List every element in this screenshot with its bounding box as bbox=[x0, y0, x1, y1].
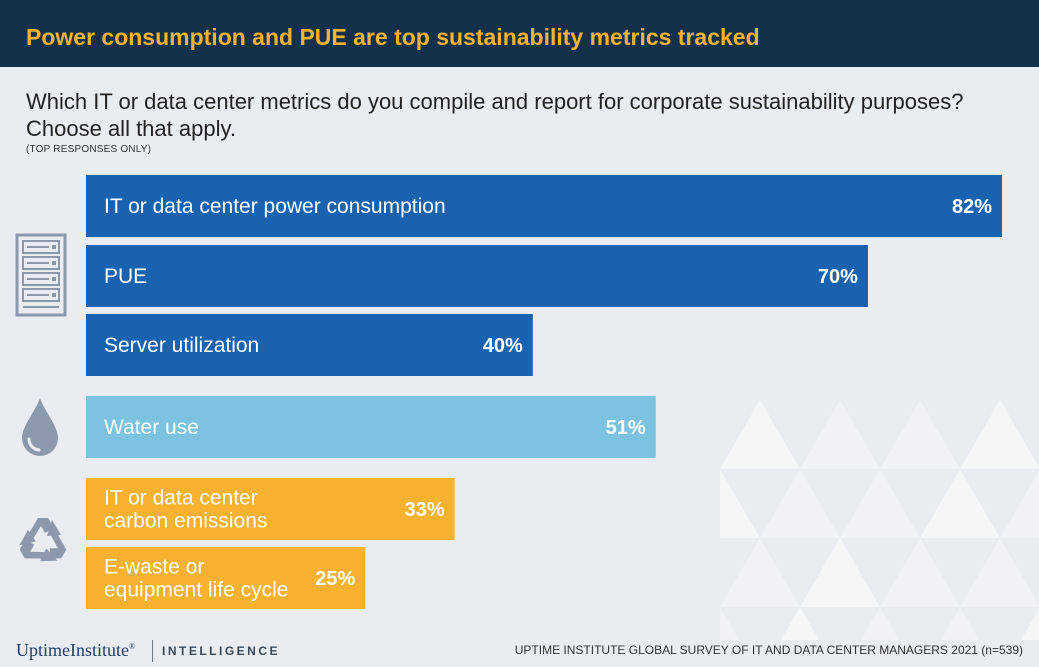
background-triangle bbox=[920, 469, 1000, 538]
division-label: INTELLIGENCE bbox=[162, 644, 281, 658]
bar-category-label: Server utilization bbox=[104, 334, 259, 357]
background-triangle bbox=[780, 607, 820, 640]
background-triangle bbox=[760, 469, 840, 538]
background-triangle bbox=[880, 538, 960, 607]
bar bbox=[86, 396, 656, 458]
background-triangle-pattern bbox=[720, 400, 1039, 640]
bar-category-label: IT or data center power consumption bbox=[104, 195, 446, 218]
survey-question: Which IT or data center metrics do you c… bbox=[26, 89, 964, 141]
logo-text: UptimeInstitute bbox=[16, 640, 129, 660]
registered-mark: ® bbox=[128, 642, 136, 651]
background-triangle bbox=[800, 538, 880, 607]
footer-divider bbox=[152, 640, 153, 662]
bar-value-label: 40% bbox=[483, 335, 523, 357]
bar-value-label: 70% bbox=[818, 266, 858, 288]
background-triangle bbox=[960, 400, 1039, 469]
background-triangle bbox=[720, 538, 800, 607]
responses-note: (TOP RESPONSES ONLY) bbox=[26, 144, 152, 155]
bar bbox=[86, 314, 533, 376]
uptime-logo: UptimeInstitute® bbox=[16, 640, 135, 661]
bar-value-label: 82% bbox=[952, 196, 992, 218]
background-triangle bbox=[720, 400, 800, 469]
bar bbox=[86, 478, 455, 540]
bar-category-label: PUE bbox=[104, 265, 147, 288]
bar bbox=[86, 245, 868, 307]
bar-value-label: 33% bbox=[405, 499, 445, 521]
server-rack-icon bbox=[15, 233, 67, 317]
bar-category-label: E-waste or equipment life cycle bbox=[104, 556, 288, 602]
background-triangle bbox=[720, 469, 760, 538]
background-triangle bbox=[880, 400, 960, 469]
bar-category-label: Water use bbox=[104, 416, 199, 439]
background-triangle bbox=[960, 538, 1039, 607]
header-banner: Power consumption and PUE are top sustai… bbox=[0, 0, 1039, 67]
bar-value-label: 25% bbox=[315, 568, 355, 590]
background-triangle bbox=[1020, 608, 1039, 640]
recycle-icon bbox=[19, 518, 67, 562]
background-triangle bbox=[840, 469, 920, 538]
source-note: UPTIME INSTITUTE GLOBAL SURVEY OF IT AND… bbox=[514, 643, 1023, 657]
bar bbox=[86, 175, 1002, 237]
chart-title: Power consumption and PUE are top sustai… bbox=[26, 24, 760, 50]
bar bbox=[86, 547, 366, 609]
background-triangle bbox=[860, 607, 900, 640]
bar-value-label: 51% bbox=[606, 417, 646, 439]
bar-category-label: IT or data center carbon emissions bbox=[104, 487, 267, 533]
background-triangle bbox=[940, 607, 980, 640]
water-drop-icon bbox=[22, 398, 58, 456]
background-triangle bbox=[800, 400, 880, 469]
